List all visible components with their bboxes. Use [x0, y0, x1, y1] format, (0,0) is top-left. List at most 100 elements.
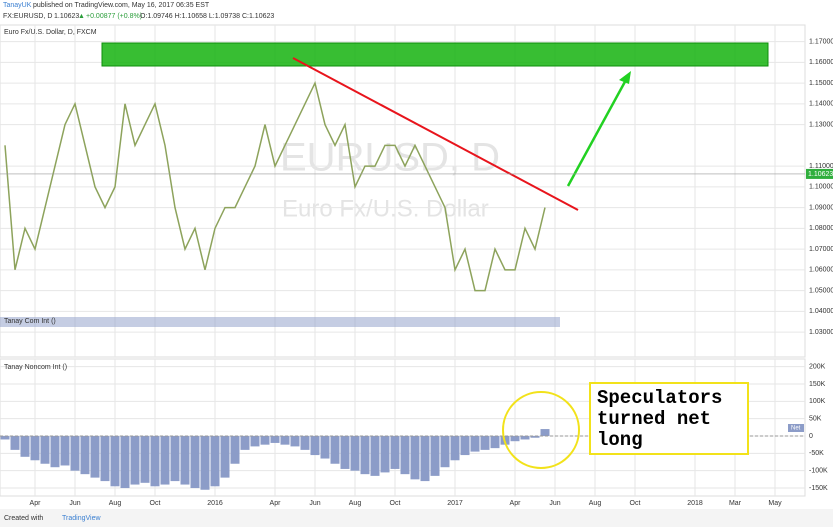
bar: [290, 435, 300, 447]
bar: [10, 435, 20, 450]
x-tick-label: 2018: [687, 500, 703, 507]
bar: [40, 435, 50, 464]
bar: [350, 435, 360, 471]
x-tick-label: Jun: [309, 500, 320, 507]
y-tick-label: 1.14000: [809, 101, 833, 108]
y-tick-label: 1.13000: [809, 121, 833, 128]
arrow-head: [619, 71, 631, 84]
bar: [330, 435, 340, 464]
arrow: ▲: [78, 13, 85, 20]
highlight-circle: [502, 391, 580, 469]
x-tick-label: Oct: [390, 500, 401, 507]
bar: [400, 435, 410, 475]
y-tick-label: 1.15000: [809, 80, 833, 87]
y-tick-label: 1.03000: [809, 329, 833, 336]
arrow-line: [566, 77, 629, 187]
bar: [200, 435, 210, 490]
x-tick-label: Oct: [630, 500, 641, 507]
bar: [50, 435, 60, 468]
watermark-sub: Euro Fx/U.S. Dollar: [282, 195, 489, 222]
price-line: [4, 80, 546, 292]
trend-line: [292, 57, 579, 211]
change: +0.00877 (+0.8%): [86, 13, 142, 20]
x-tick-label: Aug: [589, 500, 602, 507]
bar: [480, 435, 490, 450]
y-tick-label: 1.16000: [809, 59, 833, 66]
bar: [140, 435, 150, 483]
y-tick-label: 1.11000: [809, 163, 833, 170]
bar: [230, 435, 240, 464]
bar: [20, 435, 30, 457]
bar: [420, 435, 430, 482]
bar: [180, 435, 190, 485]
price-title: Euro Fx/U.S. Dollar, D, FXCM: [4, 29, 97, 36]
price: 1.10623: [54, 13, 79, 20]
resistance-zone: [101, 42, 769, 67]
watermark: EURUSD, D: [280, 136, 500, 180]
bar: [160, 435, 170, 485]
bar: [460, 435, 470, 456]
bar: [380, 435, 390, 473]
bar: [440, 435, 450, 468]
indicator-title: Tanay Com Int (): [4, 318, 56, 325]
bar: [150, 435, 160, 487]
y-tick-label: 1.17000: [809, 38, 833, 45]
y-tick-label: 0: [809, 433, 813, 440]
last-price-box: [806, 168, 833, 179]
bar: [410, 435, 420, 480]
x-tick-label: 2016: [207, 500, 223, 507]
noncom-title: Tanay Noncom Int (): [4, 364, 67, 371]
bar: [80, 435, 90, 475]
bar: [170, 435, 180, 482]
badge-text: Net: [791, 426, 801, 432]
bar: [390, 435, 400, 469]
bar: [90, 435, 100, 478]
bar: [280, 435, 290, 445]
bar: [0, 435, 10, 440]
x-tick-label: 2017: [447, 500, 463, 507]
com-strip: [0, 317, 560, 327]
last-price-label: 1.10623: [808, 171, 833, 178]
bar: [240, 435, 250, 450]
y-tick-label: 1.05000: [809, 287, 833, 294]
y-tick-label: -150K: [809, 485, 828, 492]
x-tick-label: Mar: [729, 500, 742, 507]
publisher: TanayUK: [3, 2, 32, 9]
published: published on TradingView.com, May 16, 20…: [33, 2, 210, 9]
x-tick-label: Apr: [30, 500, 42, 507]
x-tick-label: Aug: [109, 500, 122, 507]
y-tick-label: 1.08000: [809, 225, 833, 232]
bar: [190, 435, 200, 489]
ohlc: O:1.09746 H:1.10658 L:1.09738 C:1.10623: [140, 13, 274, 20]
x-tick-label: Aug: [349, 500, 362, 507]
annotation: Speculators: [597, 387, 722, 409]
bar: [520, 435, 530, 440]
bar: [320, 435, 330, 459]
bar: [120, 435, 130, 489]
x-tick-label: Oct: [150, 500, 161, 507]
bar: [270, 435, 280, 443]
y-tick-label: 150K: [809, 381, 826, 388]
y-tick-label: 1.06000: [809, 267, 833, 274]
y-tick-label: -100K: [809, 468, 828, 475]
bar: [100, 435, 110, 482]
y-tick-label: 100K: [809, 398, 826, 405]
annotation-box: [589, 382, 749, 455]
y-tick-label: 1.09000: [809, 204, 833, 211]
y-tick-label: 200K: [809, 363, 826, 370]
price-panel: [0, 24, 806, 358]
footer-brand: TradingView: [62, 515, 101, 522]
bar: [370, 435, 380, 476]
bar: [360, 435, 370, 475]
bar: [490, 435, 500, 449]
x-tick-label: May: [768, 500, 782, 507]
bar: [300, 435, 310, 450]
y-tick-label: 1.07000: [809, 246, 833, 253]
bar: [130, 435, 140, 485]
bar: [310, 435, 320, 456]
bar: [30, 435, 40, 461]
bar: [70, 435, 80, 471]
bar: [430, 435, 440, 476]
bar: [110, 435, 120, 487]
